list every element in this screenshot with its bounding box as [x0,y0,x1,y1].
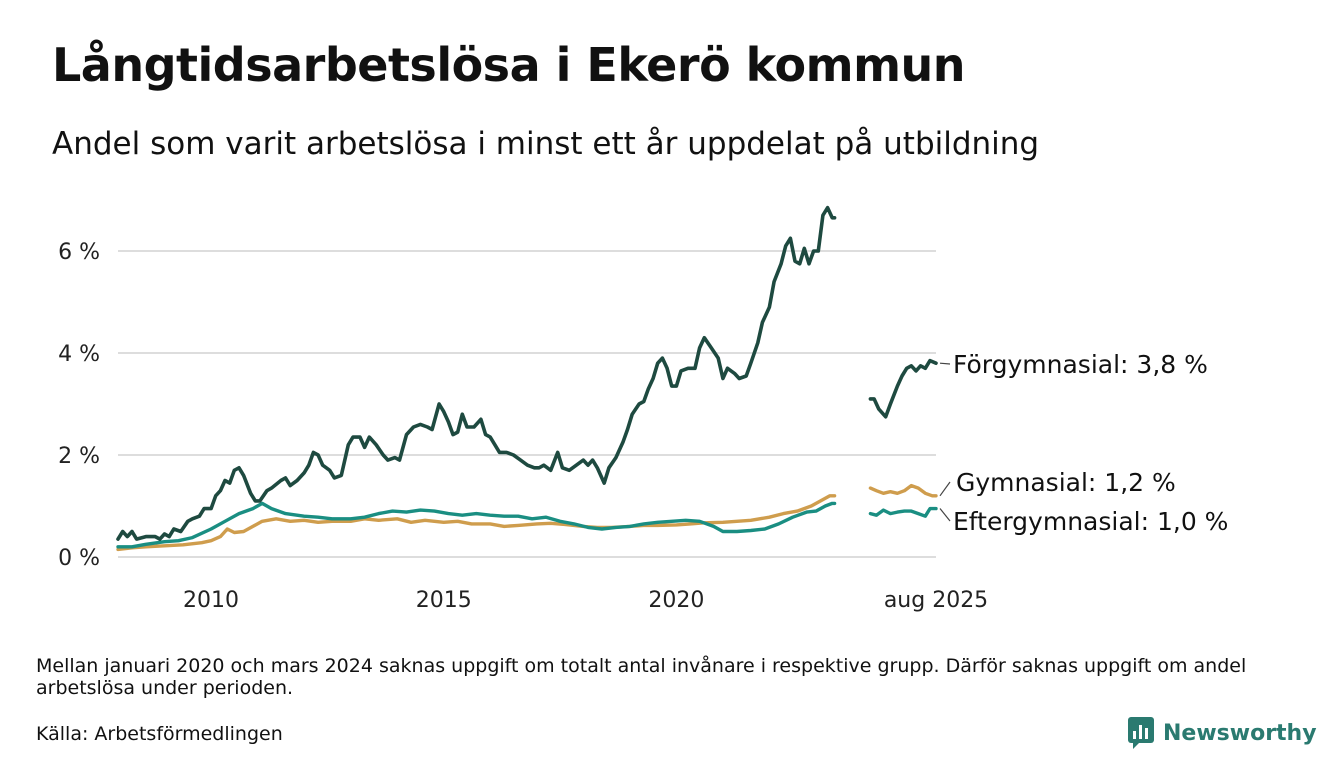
end-label-connector [939,481,951,497]
end-label-förgymnasial: Förgymnasial: 3,8 % [953,350,1208,379]
series-line-eftergymnasial [116,501,837,549]
series-line-förgymnasial [116,205,837,541]
line-chart: 0 % 2 % 4 % 6 % 2010 2015 2020 aug 2025 Förgym… [58,205,1228,613]
newsworthy-logo-icon [1128,717,1154,749]
end-label-gymnasial: Gymnasial: 1,2 % [956,468,1176,497]
chart-title: Långtidsarbetslösa i Ekerö kommun [52,38,966,92]
end-label-eftergymnasial: Eftergymnasial: 1,0 % [953,507,1228,536]
y-tick-label: 4 % [58,342,100,367]
x-tick-label: 2010 [183,588,239,613]
grid-lines [118,250,936,558]
series-lines [116,205,938,552]
end-label-connector [939,508,951,522]
y-axis: 0 % 2 % 4 % 6 % [58,240,100,571]
y-tick-label: 2 % [58,444,100,469]
x-tick-label: 2015 [416,588,472,613]
end-label-connector [939,362,951,365]
source-note: Källa: Arbetsförmedlingen [36,723,283,745]
chart-subtitle: Andel som varit arbetslösa i minst ett å… [52,126,1040,162]
y-tick-label: 6 % [58,240,100,265]
brand-name: Newsworthy [1163,720,1317,746]
y-tick-label: 0 % [58,546,100,571]
x-axis: 2010 2015 2020 aug 2025 [183,588,988,613]
brand-logo: Newsworthy [1128,716,1317,750]
series-line-gymnasial [868,483,938,498]
footnote: Mellan januari 2020 och mars 2024 saknas… [36,655,1247,699]
x-tick-label: aug 2025 [884,588,988,613]
series-end-labels: Förgymnasial: 3,8 % Gymnasial: 1,2 % Efter… [939,350,1228,536]
series-line-gymnasial [116,494,837,552]
series-line-förgymnasial [868,358,938,419]
x-tick-label: 2020 [648,588,704,613]
series-line-eftergymnasial [868,506,938,518]
